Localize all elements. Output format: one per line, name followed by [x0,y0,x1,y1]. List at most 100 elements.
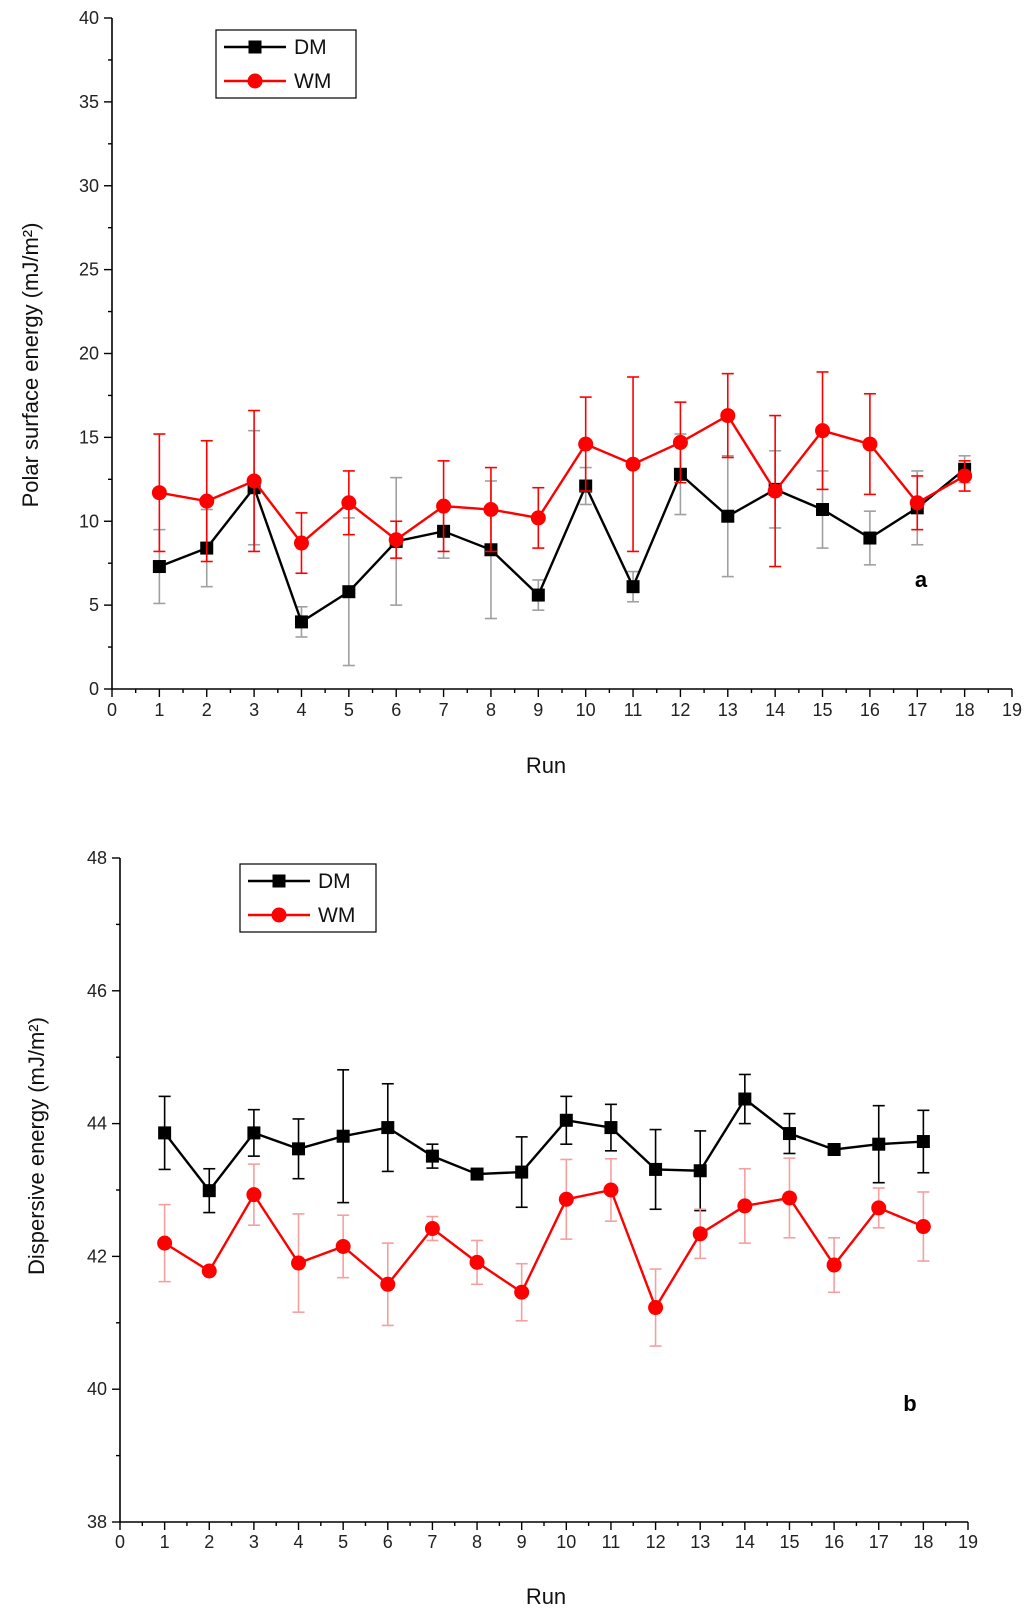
series-dm-a [152,429,972,667]
data-point-wm-a [151,485,167,501]
x-tick-label-b: 4 [294,1532,304,1552]
series-dm-b [158,1069,930,1214]
y-tick-label-a: 25 [79,260,99,280]
x-tick-label-b: 8 [472,1532,482,1552]
legend-label-wm-a: WM [294,70,331,93]
x-tick-label-a: 6 [391,700,401,720]
x-tick-label-b: 0 [115,1532,125,1552]
y-tick-label-a: 40 [79,8,99,28]
x-tick-label-b: 14 [735,1532,755,1552]
legend-box-a [215,29,357,99]
data-point-wm-b [424,1221,440,1237]
data-point-wm-a [862,436,878,452]
data-point-dm-a [863,531,877,545]
data-point-dm-a [626,580,640,594]
x-tick-label-b: 6 [383,1532,393,1552]
data-point-dm-b [515,1165,529,1179]
data-point-dm-b [470,1167,484,1181]
legend-a: DM WM [215,29,357,99]
data-point-wm-b [737,1198,753,1214]
y-tick-label-b: 38 [87,1512,107,1532]
x-tick-label-a: 0 [107,700,117,720]
panel-label-b: b [903,1391,916,1416]
legend-marker-wm-b [271,907,287,923]
data-point-wm-a [957,468,973,484]
x-tick-label-b: 16 [824,1532,844,1552]
data-point-wm-b [648,1300,664,1316]
x-tick-label-b: 11 [602,1532,621,1552]
data-point-wm-a [767,483,783,499]
data-point-dm-a [531,588,545,602]
data-point-dm-b [693,1164,707,1178]
x-tick-label-a: 3 [249,700,259,720]
x-tick-label-a: 2 [202,700,212,720]
x-tick-label-a: 4 [296,700,306,720]
data-point-dm-b [649,1162,663,1176]
y-axis-title-b: Dispersive energy (mJ/m²) [24,1017,49,1275]
x-tick-label-b: 18 [913,1532,933,1552]
data-point-dm-b [604,1121,618,1135]
x-tick-label-a: 7 [439,700,449,720]
x-tick-label-b: 1 [160,1532,170,1552]
data-point-dm-b [916,1135,930,1149]
x-tick-label-a: 12 [670,700,690,720]
y-tick-label-b: 42 [87,1246,107,1266]
x-tick-label-a: 18 [955,700,975,720]
panel-label-a: a [915,567,928,592]
data-point-dm-b [292,1142,306,1156]
data-point-wm-a [246,473,262,489]
x-tick-label-b: 9 [517,1532,527,1552]
data-point-dm-a [816,503,830,517]
data-point-dm-a [721,509,735,523]
y-tick-label-a: 10 [79,511,99,531]
x-tick-label-b: 15 [779,1532,799,1552]
data-point-wm-a [436,498,452,514]
x-tick-label-a: 5 [344,700,354,720]
legend-label-dm-b: DM [318,870,351,893]
axes-a: 0 1 2 3 4 5 6 7 8 9 10 11 12 13 14 15 16 17 18 190510152025… [79,8,1022,720]
data-point-wm-a [199,493,215,509]
y-tick-label-b: 46 [87,981,107,1001]
y-tick-label-a: 0 [89,679,99,699]
x-tick-label-a: 1 [154,700,164,720]
data-point-dm-a [294,615,308,629]
x-tick-label-b: 7 [427,1532,437,1552]
legend-box-b [239,863,377,933]
y-tick-label-b: 44 [87,1114,107,1134]
y-tick-label-b: 40 [87,1379,107,1399]
series-line-dm-a [158,468,966,624]
data-point-wm-b [781,1190,797,1206]
data-point-dm-b [247,1126,261,1140]
data-point-wm-b [201,1263,217,1279]
legend-label-wm-b: WM [318,904,355,927]
x-tick-label-b: 5 [338,1532,348,1552]
x-axis-title-a: Run [526,753,566,778]
data-point-dm-b [381,1121,395,1135]
data-point-wm-a [483,502,499,518]
data-point-wm-b [514,1284,530,1300]
data-point-dm-b [425,1149,439,1163]
series-line-dm-b [163,1097,924,1193]
data-point-wm-a [720,408,736,424]
data-point-dm-b [872,1137,886,1151]
y-axis-title-a: Polar surface energy (mJ/m²) [18,223,43,508]
x-tick-label-b: 17 [869,1532,889,1552]
data-point-wm-b [246,1187,262,1203]
x-tick-label-b: 3 [249,1532,259,1552]
x-tick-label-a: 8 [486,700,496,720]
x-tick-label-a: 17 [907,700,927,720]
x-tick-label-b: 13 [690,1532,710,1552]
data-point-wm-a [909,495,925,511]
x-tick-label-a: 15 [813,700,833,720]
data-point-dm-b [158,1126,172,1140]
data-point-wm-b [692,1226,708,1242]
data-point-wm-a [815,423,831,439]
x-axis-title-b: Run [526,1584,566,1609]
data-point-wm-a [341,495,357,511]
data-point-wm-b [157,1235,173,1251]
x-tick-label-a: 11 [624,700,643,720]
x-tick-label-b: 10 [556,1532,576,1552]
legend-marker-dm-b [272,874,286,888]
data-point-dm-b [782,1127,796,1141]
